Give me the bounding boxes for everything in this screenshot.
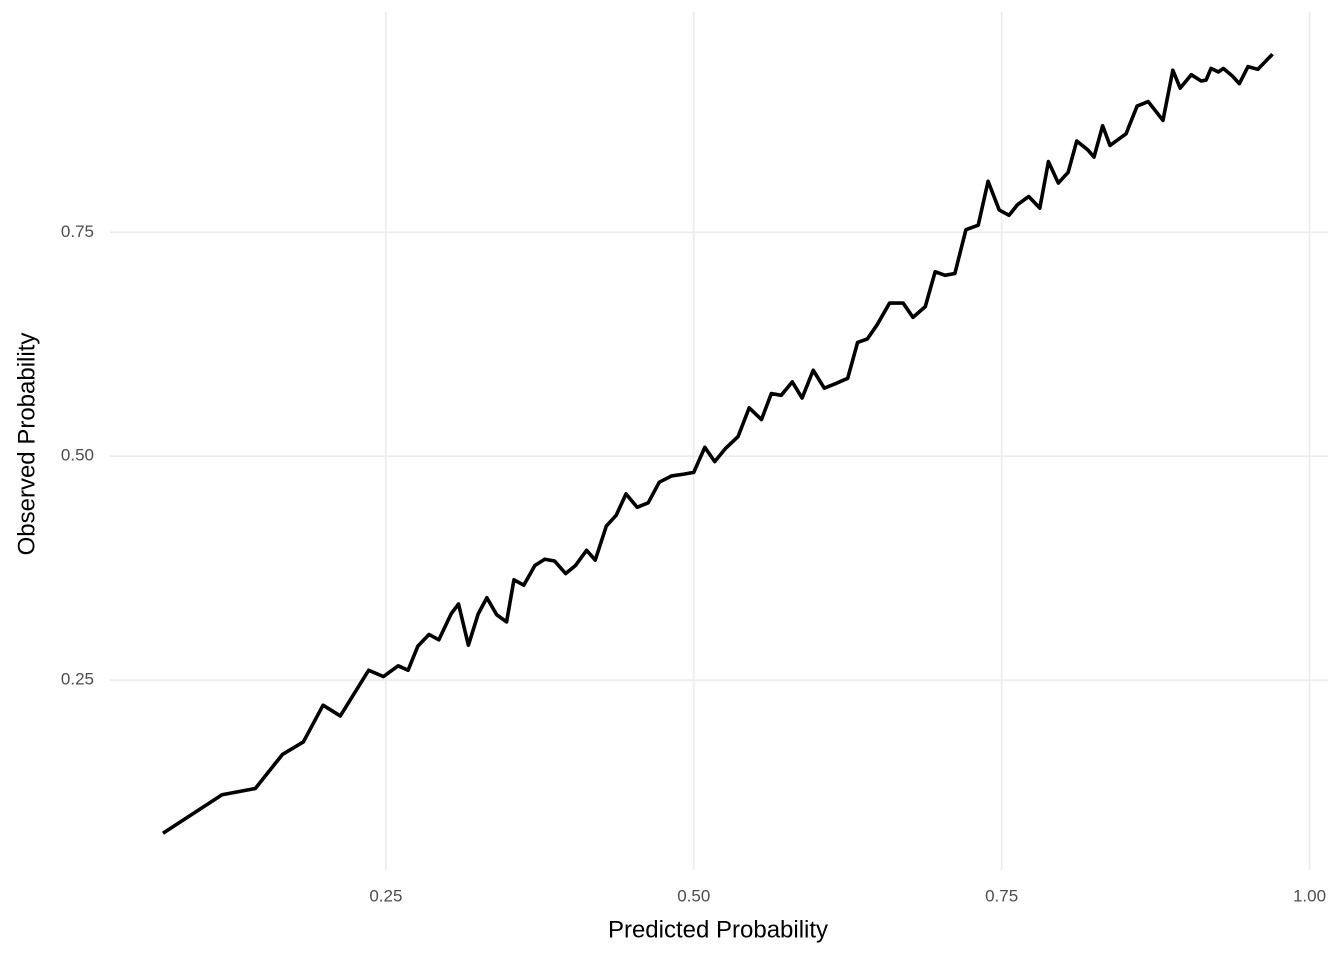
x-tick-label: 0.75 [985,886,1018,905]
y-tick-label: 0.25 [61,670,94,689]
y-tick-label: 0.75 [61,222,94,241]
x-tick-label: 0.25 [369,886,402,905]
y-tick-label: 0.50 [61,446,94,465]
x-axis-title: Predicted Probability [608,916,828,943]
x-tick-label: 1.00 [1293,886,1326,905]
x-tick-label: 0.50 [677,886,710,905]
y-axis-title: Observed Probability [13,333,40,556]
data-line [161,52,1274,835]
